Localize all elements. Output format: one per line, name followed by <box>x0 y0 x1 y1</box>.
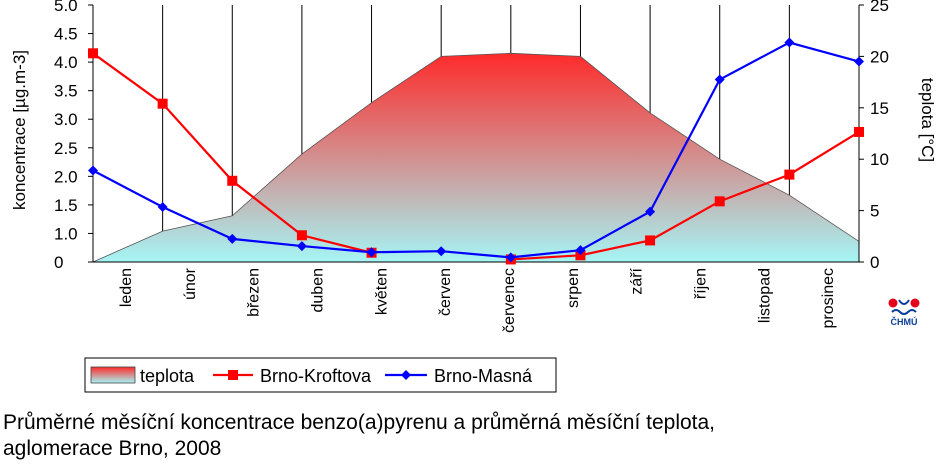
point-Brno-Kroftova <box>296 230 307 241</box>
caption-line-2: aglomerace Brno, 2008 <box>3 437 222 460</box>
y-tick-label: 1.5 <box>54 196 78 215</box>
legend-label-masna: Brno-Masná <box>434 366 533 386</box>
logo-text: ČHMÚ <box>890 317 918 327</box>
point-Brno-Masná <box>296 241 307 252</box>
series-line-Brno-Masná <box>92 41 860 259</box>
legend-marker-kroftova <box>228 370 238 380</box>
temperature-area <box>92 52 860 263</box>
point-Brno-Masná <box>227 233 238 244</box>
x-tick-label: prosinec <box>820 268 837 328</box>
point-Brno-Kroftova <box>714 196 725 207</box>
y-tick-label: 2.5 <box>54 139 78 158</box>
x-tick-label: únor <box>182 267 199 300</box>
point-Brno-Masná <box>88 165 98 176</box>
x-tick-label: červenec <box>501 268 518 333</box>
point-Brno-Masná <box>505 252 516 263</box>
y2-tick-label: 10 <box>870 150 889 169</box>
legend-marker-masna <box>401 370 411 380</box>
point-Brno-Kroftova <box>88 48 98 59</box>
caption-line-1: Průměrné měsíční koncentrace benzo(a)pyr… <box>3 411 716 434</box>
chart: 0 1.0 1.5 2.0 2.5 3.0 3.5 4.0 4.5 5.0 0 5 10 15 20 25 le… <box>10 0 937 393</box>
y2-tick-label: 25 <box>870 0 889 15</box>
point-Brno-Kroftova <box>854 126 864 137</box>
x-tick-label: říjen <box>692 268 709 299</box>
y2-tick-label: 0 <box>870 253 879 272</box>
y-axis-label: koncentrace [µg.m-3] <box>10 50 29 210</box>
point-Brno-Masná <box>854 56 864 67</box>
y-tick-label: 2.0 <box>54 167 78 186</box>
y-tick-label: 5.0 <box>54 0 78 15</box>
figure-caption: Průměrné měsíční koncentrace benzo(a)pyr… <box>3 410 943 462</box>
y-tick-label: 0 <box>54 253 63 272</box>
point-Brno-Kroftova <box>575 250 586 261</box>
legend: teplota Brno-Kroftova Brno-Masná <box>84 357 557 393</box>
point-Brno-Masná <box>645 206 656 217</box>
point-Brno-Masná <box>157 202 168 213</box>
y-tick-label: 3.0 <box>54 110 78 129</box>
x-tick-label: srpen <box>565 268 582 308</box>
x-tick-label: červen <box>437 268 454 316</box>
x-tick-label: listopad <box>756 268 773 323</box>
point-Brno-Kroftova <box>227 175 238 186</box>
x-tick-label: březen <box>246 268 263 317</box>
y-tick-label: 4.5 <box>54 25 78 44</box>
y2-axis-label: teplota [°C] <box>918 78 937 162</box>
x-tick-label: leden <box>118 268 135 307</box>
y2-tick-label: 5 <box>870 202 879 221</box>
series-lines <box>88 37 864 265</box>
x-tick-label: květen <box>373 268 390 315</box>
y2-tick-label: 20 <box>870 47 889 66</box>
point-Brno-Masná <box>366 247 377 258</box>
point-Brno-Kroftova <box>157 98 168 109</box>
point-Brno-Kroftova <box>645 235 656 246</box>
point-Brno-Masná <box>784 37 795 48</box>
point-Brno-Kroftova <box>784 169 795 180</box>
x-tick-label: září <box>629 267 646 294</box>
series-line-Brno-Kroftova <box>510 131 860 261</box>
legend-swatch-teplota <box>90 366 136 384</box>
legend-label-kroftova: Brno-Kroftova <box>260 366 372 386</box>
point-Brno-Masná <box>436 246 447 257</box>
x-tick-label: duben <box>309 268 326 313</box>
chmu-logo: ČHMÚ <box>884 296 924 330</box>
y-tick-label: 1.0 <box>54 224 78 243</box>
y-tick-label: 4.0 <box>54 53 78 72</box>
point-Brno-Masná <box>714 74 725 85</box>
y2-tick-label: 15 <box>870 99 889 118</box>
legend-label-teplota: teplota <box>140 366 195 386</box>
y-tick-label: 3.5 <box>54 82 78 101</box>
tick-labels: 0 1.0 1.5 2.0 2.5 3.0 3.5 4.0 4.5 5.0 0 5 10 15 20 25 le… <box>54 0 889 333</box>
area-teplota <box>92 52 860 263</box>
legend-box <box>84 357 557 393</box>
point-Brno-Masná <box>575 245 586 256</box>
